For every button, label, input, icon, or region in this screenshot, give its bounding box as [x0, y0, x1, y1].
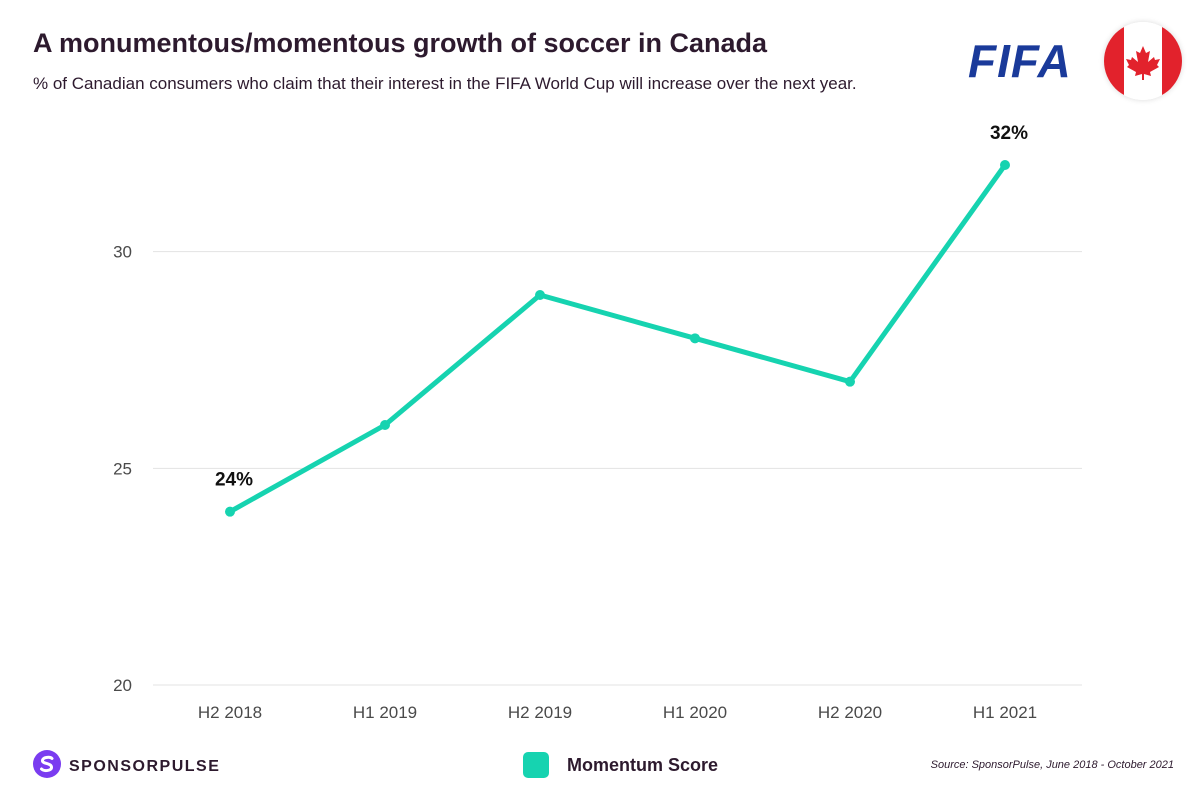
- chart-legend: Momentum Score: [523, 752, 718, 778]
- chart-subtitle: % of Canadian consumers who claim that t…: [33, 74, 857, 93]
- sponsorpulse-brand: SPONSORPULSE: [33, 750, 220, 783]
- y-tick-label: 30: [113, 243, 132, 262]
- series-line-momentum-score: [227, 162, 1008, 515]
- x-tick-label: H2 2018: [198, 703, 262, 722]
- x-tick-label: H2 2019: [508, 703, 572, 722]
- data-point: [845, 376, 855, 387]
- legend-swatch: [523, 752, 549, 778]
- brand-name: SPONSORPULSE: [69, 757, 221, 775]
- data-label: 32%: [990, 123, 1028, 144]
- data-point: [535, 290, 545, 300]
- fifa-logo: FIFA: [968, 35, 1072, 87]
- chart-title: A monumentous/momentous growth of soccer…: [33, 28, 768, 58]
- x-tick-label: H1 2021: [973, 703, 1037, 722]
- x-tick-label: H2 2020: [818, 703, 882, 722]
- data-point: [380, 420, 390, 430]
- data-point: [225, 506, 235, 517]
- data-label: 24%: [215, 470, 253, 491]
- x-tick-label: H1 2019: [353, 703, 417, 722]
- y-tick-label: 25: [113, 459, 132, 478]
- sponsorpulse-logo-icon: [33, 750, 61, 783]
- source-note: Source: SponsorPulse, June 2018 - Octobe…: [930, 759, 1174, 771]
- data-point: [690, 333, 700, 344]
- x-tick-label: H1 2020: [663, 703, 727, 722]
- y-tick-label: 20: [113, 676, 132, 695]
- data-point: [1000, 160, 1010, 170]
- legend-label: Momentum Score: [567, 754, 719, 775]
